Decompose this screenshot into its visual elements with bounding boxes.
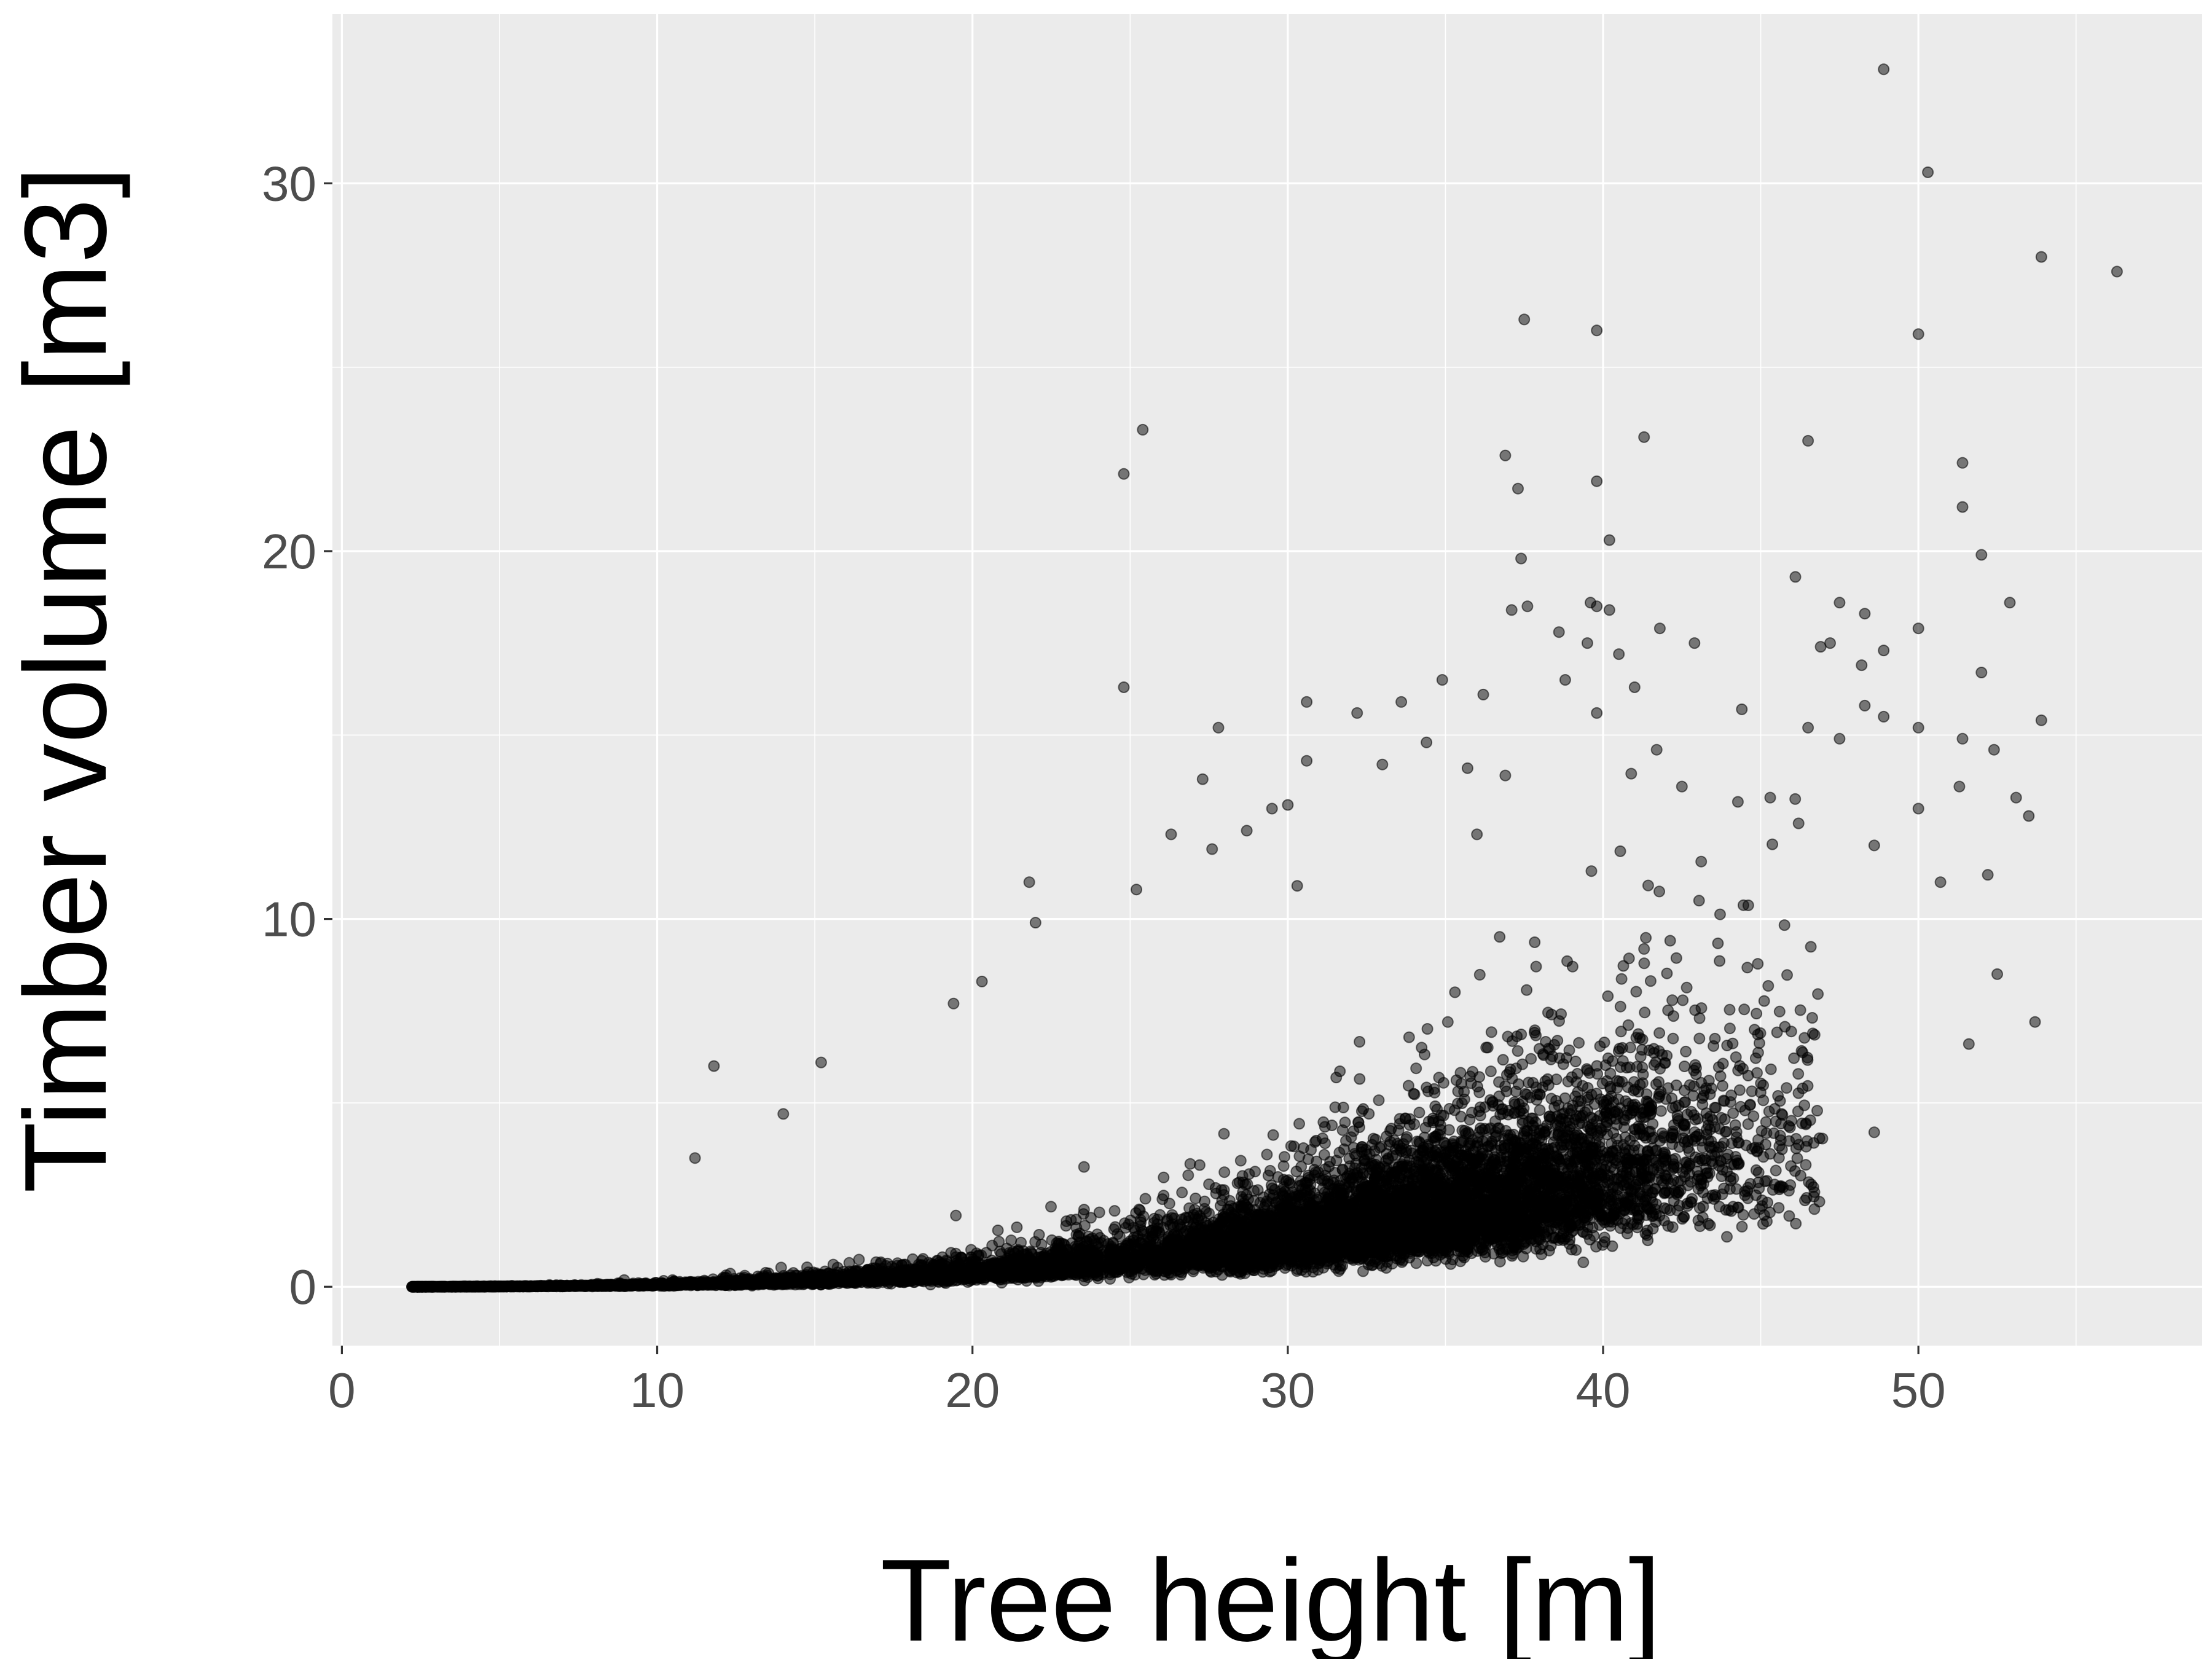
data-point <box>1639 1006 1651 1019</box>
data-point <box>1551 1035 1564 1047</box>
data-point <box>1413 1107 1426 1119</box>
data-point <box>1156 1193 1169 1206</box>
data-point <box>1773 1005 1786 1018</box>
data-point <box>1792 1105 1804 1118</box>
data-point <box>1158 1171 1170 1183</box>
data-point <box>1648 1059 1660 1071</box>
data-point <box>1614 1000 1626 1013</box>
data-point <box>1767 838 1778 850</box>
data-point <box>1758 995 1770 1007</box>
data-point <box>1354 1073 1366 1085</box>
data-point <box>1732 796 1744 808</box>
data-point <box>1714 908 1726 920</box>
data-point <box>1717 1080 1728 1092</box>
data-point <box>1484 1065 1497 1078</box>
data-point <box>1203 1178 1215 1190</box>
data-point <box>1695 855 1708 868</box>
data-points <box>406 63 2123 1293</box>
data-point <box>1752 958 1764 970</box>
data-point <box>1215 1184 1228 1196</box>
data-point <box>1449 986 1461 998</box>
data-point <box>1751 1067 1763 1079</box>
data-point <box>1234 1155 1247 1167</box>
data-point <box>1678 1210 1690 1223</box>
data-point <box>1392 1124 1405 1137</box>
data-point <box>1316 1132 1328 1145</box>
data-point <box>1624 1041 1636 1054</box>
data-point <box>1805 941 1817 953</box>
data-point <box>1714 955 1726 967</box>
data-point <box>1566 960 1579 973</box>
plot-panel <box>332 14 2202 1346</box>
data-point <box>1373 1094 1385 1107</box>
data-point <box>1218 1166 1231 1179</box>
data-point <box>1720 1126 1733 1138</box>
data-point <box>1724 1022 1736 1035</box>
data-point <box>1709 1032 1721 1045</box>
data-point <box>992 1224 1004 1236</box>
data-point <box>1330 1072 1343 1084</box>
data-point <box>1108 1205 1121 1217</box>
data-point <box>1638 943 1650 955</box>
data-point <box>1653 885 1665 898</box>
data-point <box>1742 1118 1754 1130</box>
minor-gridlines <box>332 14 2202 1346</box>
data-point <box>1261 1148 1273 1161</box>
data-point <box>1494 931 1506 943</box>
data-point <box>1190 1192 1202 1204</box>
data-point <box>1771 1026 1783 1038</box>
data-point <box>1441 1016 1454 1028</box>
data-point <box>1464 1070 1477 1083</box>
data-point <box>1785 1026 1797 1038</box>
data-point <box>1421 1023 1433 1035</box>
data-point <box>1670 952 1682 964</box>
data-point <box>1719 1113 1731 1126</box>
data-point <box>1569 1056 1582 1067</box>
data-point <box>1789 793 1802 805</box>
data-point <box>1573 1037 1585 1049</box>
data-point <box>1802 1080 1814 1092</box>
data-point <box>1763 1105 1775 1118</box>
data-point <box>1614 845 1626 857</box>
data-point <box>1472 1081 1483 1092</box>
data-point <box>1182 1169 1194 1182</box>
data-point <box>1529 1024 1541 1037</box>
data-point <box>1792 1087 1805 1099</box>
data-point <box>1011 1221 1023 1233</box>
data-point <box>1788 1052 1800 1064</box>
data-point <box>1184 1158 1196 1170</box>
data-point <box>1653 1027 1666 1039</box>
data-point <box>1512 1045 1524 1057</box>
data-point <box>1515 1029 1528 1040</box>
data-point <box>1644 975 1657 987</box>
data-point <box>1293 1118 1305 1130</box>
data-point <box>1625 767 1637 780</box>
data-point <box>1781 1082 1793 1094</box>
